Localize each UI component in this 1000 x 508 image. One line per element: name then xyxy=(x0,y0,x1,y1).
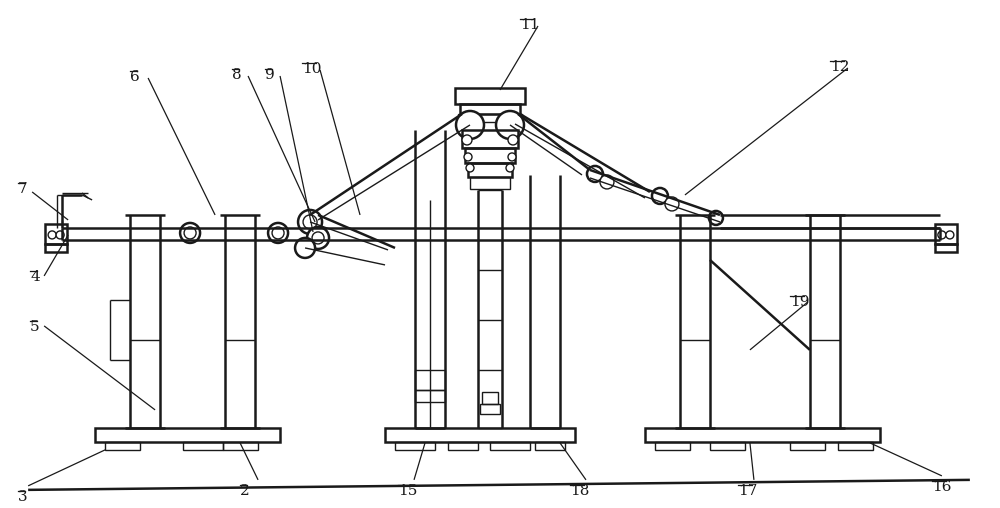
Bar xyxy=(105,442,140,450)
Circle shape xyxy=(600,175,614,189)
Bar xyxy=(480,404,500,414)
Circle shape xyxy=(184,227,196,239)
Circle shape xyxy=(307,227,329,249)
Text: 15: 15 xyxy=(398,484,417,498)
Bar xyxy=(935,224,957,244)
Bar xyxy=(460,104,520,114)
Text: 16: 16 xyxy=(932,480,951,494)
Bar xyxy=(458,114,522,122)
Text: 12: 12 xyxy=(830,60,849,74)
Bar xyxy=(385,428,575,442)
Text: 3: 3 xyxy=(18,490,28,504)
Bar xyxy=(838,442,873,450)
Bar xyxy=(395,442,435,450)
Bar xyxy=(790,442,825,450)
Circle shape xyxy=(312,232,324,244)
Bar xyxy=(455,88,525,104)
Circle shape xyxy=(946,231,954,239)
Circle shape xyxy=(709,211,723,225)
Circle shape xyxy=(56,231,64,239)
Circle shape xyxy=(295,238,315,258)
Circle shape xyxy=(303,215,317,229)
Text: 8: 8 xyxy=(232,68,242,82)
Circle shape xyxy=(180,223,200,243)
Bar xyxy=(95,428,280,442)
Bar xyxy=(482,392,498,404)
Text: 9: 9 xyxy=(265,68,275,82)
Circle shape xyxy=(665,197,679,211)
Circle shape xyxy=(462,135,472,145)
Circle shape xyxy=(508,153,516,161)
Circle shape xyxy=(48,231,56,239)
Text: 6: 6 xyxy=(130,70,140,84)
Circle shape xyxy=(652,188,668,204)
Bar xyxy=(415,370,445,390)
Text: 19: 19 xyxy=(790,295,809,309)
Bar xyxy=(935,244,957,252)
Bar xyxy=(710,442,745,450)
Circle shape xyxy=(272,227,284,239)
Bar xyxy=(45,244,67,252)
Bar xyxy=(655,442,690,450)
Bar xyxy=(448,442,478,450)
Circle shape xyxy=(464,153,472,161)
Bar xyxy=(415,390,445,402)
Text: 10: 10 xyxy=(302,62,322,76)
Text: 17: 17 xyxy=(738,484,757,498)
Bar xyxy=(465,148,515,163)
Text: 7: 7 xyxy=(18,182,28,196)
Text: 11: 11 xyxy=(520,18,539,32)
Circle shape xyxy=(298,210,322,234)
Circle shape xyxy=(938,231,946,239)
Text: 18: 18 xyxy=(570,484,589,498)
Bar xyxy=(223,442,258,450)
Bar xyxy=(183,442,223,450)
Text: 5: 5 xyxy=(30,320,40,334)
Circle shape xyxy=(456,111,484,139)
Text: 2: 2 xyxy=(240,484,250,498)
Circle shape xyxy=(506,164,514,172)
Bar xyxy=(645,428,880,442)
Bar xyxy=(490,442,530,450)
Circle shape xyxy=(508,135,518,145)
Bar xyxy=(45,224,67,244)
Circle shape xyxy=(268,223,288,243)
Bar xyxy=(470,177,510,189)
Text: 4: 4 xyxy=(30,270,40,284)
Circle shape xyxy=(466,164,474,172)
Bar xyxy=(462,130,518,148)
Circle shape xyxy=(587,166,603,182)
Circle shape xyxy=(496,111,524,139)
Bar xyxy=(535,442,565,450)
Bar xyxy=(468,163,512,177)
